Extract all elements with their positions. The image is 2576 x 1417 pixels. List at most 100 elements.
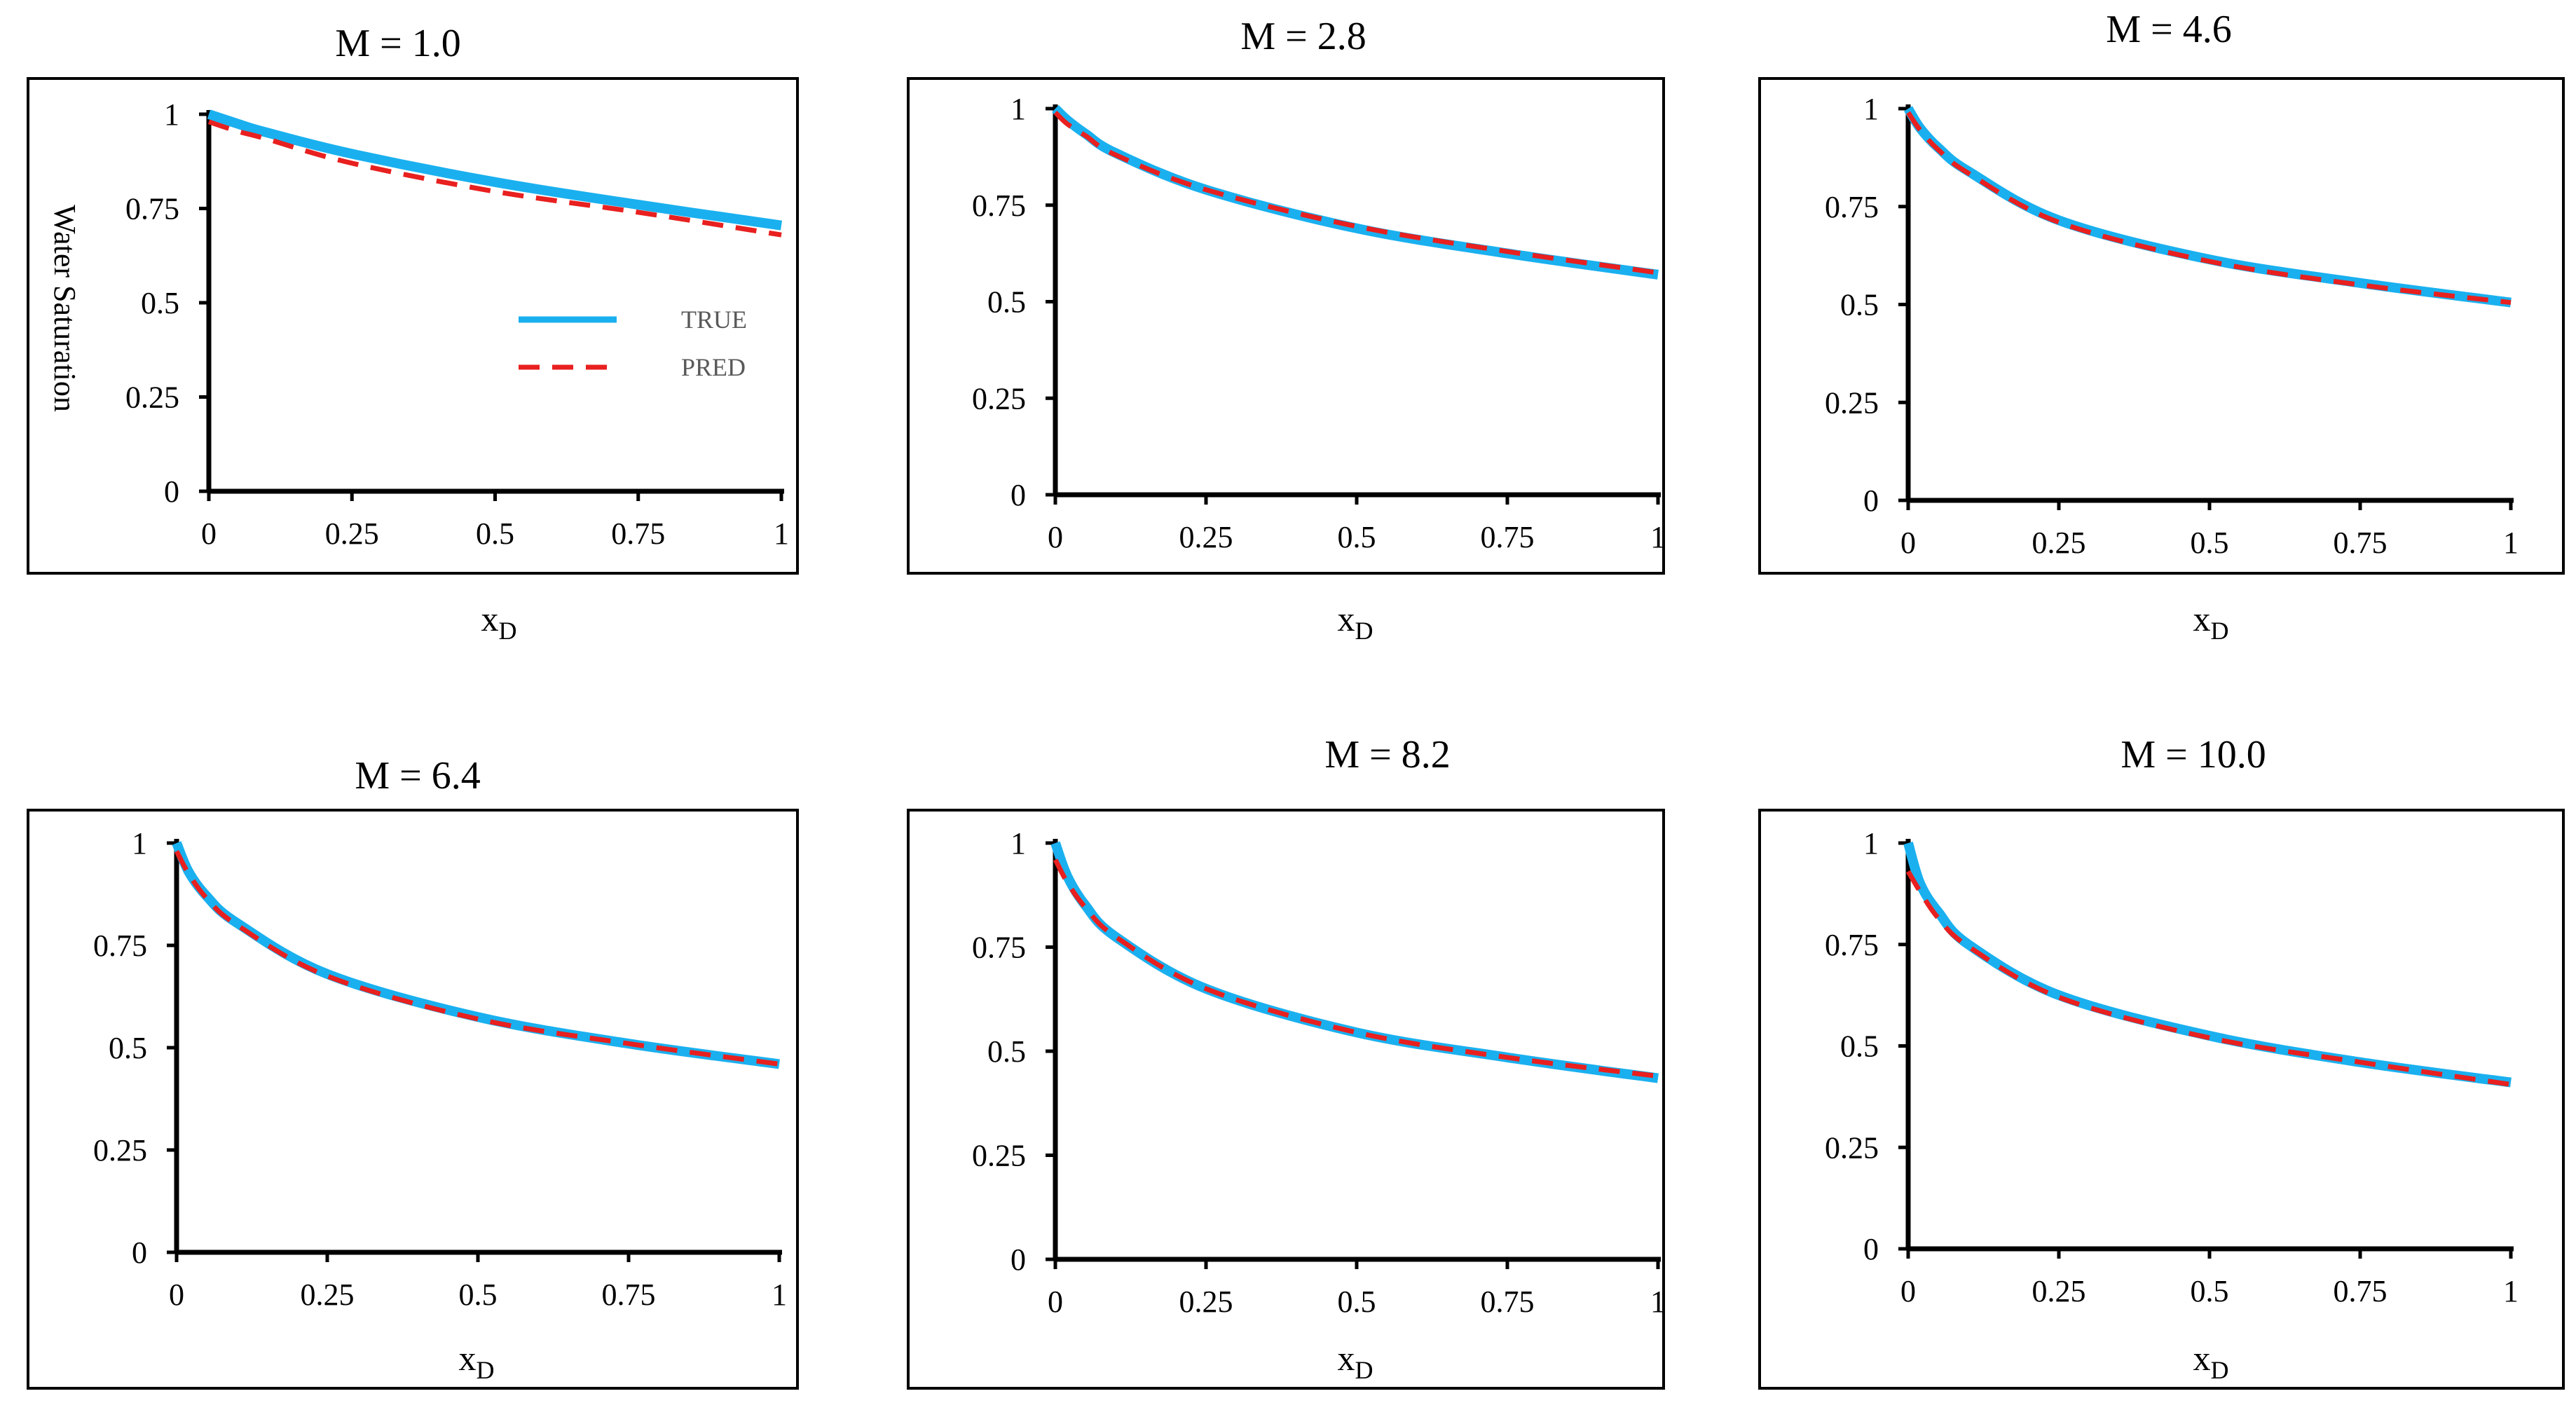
chart-title: M = 2.8 bbox=[1240, 15, 1366, 58]
x-axis-label-subscript: D bbox=[1355, 1356, 1373, 1384]
chart-frame bbox=[27, 77, 799, 575]
x-axis-label-subscript: D bbox=[477, 1356, 495, 1384]
y-tick-label: 0.75 bbox=[972, 189, 1026, 223]
x-axis-label-main: x bbox=[2193, 1339, 2211, 1378]
x-tick-label: 0.75 bbox=[2334, 1274, 2387, 1308]
y-tick-label: 0.75 bbox=[93, 929, 147, 963]
y-tick-label: 0 bbox=[1010, 478, 1026, 512]
y-tick-label: 1 bbox=[1863, 92, 1879, 126]
y-tick-label: 0.75 bbox=[1825, 190, 1879, 224]
x-axis-label-main: x bbox=[481, 599, 499, 638]
x-tick-label: 0.75 bbox=[1481, 520, 1535, 554]
x-tick-label: 1 bbox=[772, 1278, 787, 1312]
x-axis-label: xD bbox=[1338, 599, 1373, 645]
y-tick-label: 0.75 bbox=[972, 931, 1026, 965]
chart-title: M = 4.6 bbox=[2106, 8, 2231, 51]
chart-frame bbox=[1758, 77, 2565, 575]
y-tick-label: 0.25 bbox=[972, 381, 1026, 416]
x-axis-label: xD bbox=[481, 599, 517, 645]
x-axis-label: xD bbox=[459, 1339, 495, 1384]
chart-frame bbox=[907, 809, 1665, 1390]
y-tick-label: 0.5 bbox=[987, 285, 1026, 320]
x-axis-label-subscript: D bbox=[2211, 1356, 2229, 1384]
series-line-pred bbox=[1905, 870, 2512, 1087]
series-line-pred bbox=[1906, 111, 2512, 306]
series-line-true bbox=[1903, 841, 2512, 1088]
x-tick-label: 0.75 bbox=[1481, 1285, 1535, 1319]
series-line-true bbox=[172, 841, 780, 1069]
y-tick-label: 0 bbox=[1863, 1232, 1879, 1266]
x-axis-label-main: x bbox=[1338, 1339, 1355, 1378]
x-axis-label: xD bbox=[2193, 1339, 2229, 1384]
x-tick-label: 0.5 bbox=[1338, 520, 1376, 554]
y-tick-label: 0 bbox=[164, 474, 179, 509]
x-axis-label-subscript: D bbox=[2211, 617, 2229, 645]
x-tick-label: 0 bbox=[169, 1278, 184, 1312]
chart-frame bbox=[907, 77, 1665, 575]
series-line-true bbox=[1052, 104, 1659, 280]
chart-panel-5: M = 8.2 0 0.25 0.5 0.75 1 0 0.25 0.5 0.75 1 xD bbox=[907, 733, 1666, 1390]
y-tick-label: 0.25 bbox=[1825, 385, 1879, 420]
y-tick-label: 1 bbox=[164, 97, 179, 132]
legend: TRUE PRED bbox=[519, 306, 747, 381]
x-axis-label-main: x bbox=[1338, 599, 1355, 638]
chart-title: M = 6.4 bbox=[355, 754, 480, 798]
x-tick-label: 1 bbox=[1650, 1285, 1666, 1319]
x-tick-label: 0.25 bbox=[2032, 1274, 2086, 1308]
series-line-pred bbox=[207, 119, 782, 238]
y-tick-label: 0.5 bbox=[1840, 288, 1879, 322]
x-axis-label: xD bbox=[2193, 599, 2229, 645]
series-line-pred bbox=[1053, 858, 1659, 1079]
y-tick-label: 0.5 bbox=[987, 1034, 1026, 1069]
y-tick-label: 0.25 bbox=[125, 381, 179, 415]
x-tick-label: 0 bbox=[201, 516, 217, 551]
x-tick-label: 0.5 bbox=[1338, 1285, 1376, 1319]
chart-panel-3: M = 4.6 0 0.25 0.5 0.75 1 0 0.25 0.5 0.75 1 xD bbox=[1758, 8, 2565, 645]
y-axis-label: Water Saturation bbox=[48, 205, 82, 412]
chart-panel-4: M = 6.4 0 0.25 0.5 0.75 1 0 0.25 0.5 0.75 1 xD bbox=[27, 754, 799, 1390]
y-tick-label: 0.25 bbox=[1825, 1130, 1879, 1165]
x-tick-label: 1 bbox=[2503, 526, 2519, 560]
y-tick-label: 0.75 bbox=[1825, 928, 1879, 962]
y-tick-label: 0 bbox=[1863, 484, 1879, 518]
y-tick-label: 0.25 bbox=[972, 1139, 1026, 1173]
y-tick-label: 1 bbox=[132, 826, 147, 861]
x-tick-label: 0 bbox=[1048, 520, 1063, 554]
x-tick-label: 0.25 bbox=[301, 1278, 355, 1312]
series-line-pred bbox=[174, 850, 780, 1067]
chart-frame bbox=[27, 809, 799, 1390]
y-tick-label: 0 bbox=[132, 1235, 147, 1270]
y-tick-label: 0.5 bbox=[1840, 1029, 1879, 1064]
x-tick-label: 0.5 bbox=[459, 1278, 498, 1312]
x-tick-label: 1 bbox=[1650, 520, 1666, 554]
legend-label-true: TRUE bbox=[681, 306, 747, 334]
x-tick-label: 0.25 bbox=[325, 516, 379, 551]
x-tick-label: 0.25 bbox=[2032, 526, 2086, 560]
x-axis-label-subscript: D bbox=[1355, 617, 1373, 645]
x-axis-label: xD bbox=[1338, 1339, 1373, 1384]
y-tick-label: 1 bbox=[1010, 826, 1026, 861]
x-tick-label: 0 bbox=[1900, 526, 1916, 560]
chart-panel-2: M = 2.8 0 0.25 0.5 0.75 1 0 0.25 0.5 0.75 1 xD bbox=[907, 15, 1666, 645]
chart-frame bbox=[1758, 809, 2565, 1390]
y-tick-label: 0.5 bbox=[109, 1031, 147, 1065]
legend-label-pred: PRED bbox=[681, 353, 746, 381]
x-tick-label: 0.5 bbox=[2191, 526, 2229, 560]
x-tick-label: 0 bbox=[1048, 1285, 1063, 1319]
x-tick-label: 0.75 bbox=[611, 516, 665, 551]
x-tick-label: 1 bbox=[774, 516, 789, 551]
chart-panel-6: M = 10.0 0 0.25 0.5 0.75 1 0 0.25 0.5 0.75 1 xD bbox=[1758, 733, 2565, 1390]
chart-title: M = 8.2 bbox=[1324, 733, 1450, 776]
series-line-true bbox=[1903, 106, 2512, 308]
y-tick-label: 0.25 bbox=[93, 1133, 147, 1168]
chart-title: M = 1.0 bbox=[335, 22, 460, 65]
x-tick-label: 0.75 bbox=[2334, 526, 2387, 560]
x-axis-label-subscript: D bbox=[499, 617, 517, 645]
x-tick-label: 0.25 bbox=[1179, 1285, 1233, 1319]
y-tick-label: 0.75 bbox=[125, 192, 179, 226]
x-tick-label: 0.5 bbox=[476, 516, 514, 551]
x-tick-label: 0.5 bbox=[2191, 1274, 2229, 1308]
x-axis-label-main: x bbox=[459, 1339, 477, 1378]
x-axis-label-main: x bbox=[2193, 599, 2211, 638]
